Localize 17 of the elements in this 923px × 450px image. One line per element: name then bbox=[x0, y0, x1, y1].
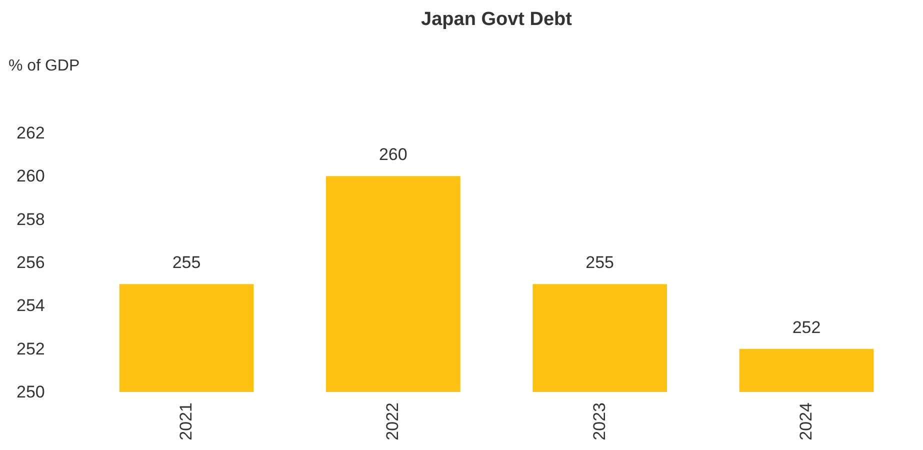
y-tick-label: 258 bbox=[16, 210, 45, 229]
x-tick-label: 2024 bbox=[796, 402, 816, 440]
y-tick-label: 256 bbox=[16, 253, 45, 272]
x-tick-label: 2023 bbox=[590, 402, 609, 440]
x-tick-label: 2022 bbox=[383, 402, 402, 440]
y-tick-label: 250 bbox=[16, 382, 45, 402]
chart-title: Japan Govt Debt bbox=[421, 9, 573, 30]
y-tick-label: 252 bbox=[16, 339, 45, 358]
y-tick-label: 254 bbox=[16, 296, 45, 316]
y-tick-label: 260 bbox=[16, 166, 45, 186]
y-tick-label: 262 bbox=[16, 124, 45, 142]
data-label: 260 bbox=[378, 145, 408, 164]
x-tick-label: 2021 bbox=[176, 402, 196, 440]
data-label: 252 bbox=[792, 318, 821, 337]
data-label: 255 bbox=[172, 253, 201, 272]
data-label: 255 bbox=[586, 253, 614, 272]
y-axis-title: % of GDP bbox=[8, 58, 80, 74]
